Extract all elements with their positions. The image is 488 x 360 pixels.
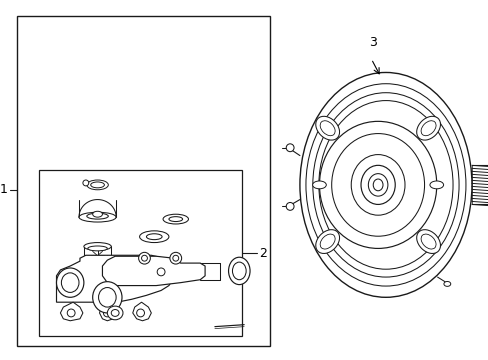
Ellipse shape [360,165,394,204]
Bar [18,16,269,346]
Ellipse shape [93,282,122,313]
Circle shape [103,309,111,317]
Ellipse shape [320,121,334,136]
Ellipse shape [331,134,424,236]
Ellipse shape [91,182,104,188]
Ellipse shape [93,211,102,217]
Ellipse shape [107,306,122,320]
Ellipse shape [429,181,443,189]
Ellipse shape [372,179,382,191]
Circle shape [169,252,181,264]
Ellipse shape [315,116,339,140]
Text: 2: 2 [258,247,266,260]
Ellipse shape [163,214,188,224]
Ellipse shape [367,174,387,196]
Ellipse shape [318,100,452,269]
Ellipse shape [87,213,108,219]
Circle shape [83,180,89,186]
Polygon shape [100,302,116,321]
Ellipse shape [146,234,162,240]
Circle shape [172,255,178,261]
Ellipse shape [350,154,404,215]
Circle shape [285,202,293,210]
Text: 3: 3 [368,36,376,49]
Ellipse shape [99,288,116,307]
Ellipse shape [416,230,440,253]
Ellipse shape [232,262,245,280]
Ellipse shape [111,310,119,316]
Ellipse shape [416,116,440,140]
Ellipse shape [57,268,84,297]
Ellipse shape [228,257,249,285]
Ellipse shape [315,230,339,253]
Polygon shape [57,255,173,302]
Ellipse shape [312,181,325,189]
Circle shape [136,309,144,317]
Ellipse shape [168,217,182,221]
Ellipse shape [79,212,116,222]
Polygon shape [102,256,204,285]
Ellipse shape [420,234,435,249]
Ellipse shape [84,243,111,251]
Ellipse shape [320,234,334,249]
Circle shape [285,144,293,152]
Circle shape [157,268,164,276]
Ellipse shape [305,84,465,286]
Ellipse shape [84,258,111,266]
Polygon shape [61,302,83,321]
Bar [39,170,242,336]
Ellipse shape [87,180,108,190]
Polygon shape [132,302,151,321]
Ellipse shape [443,282,450,286]
Text: 1: 1 [0,183,8,196]
Circle shape [141,255,147,261]
Ellipse shape [61,273,79,292]
Ellipse shape [139,231,168,243]
Ellipse shape [420,121,435,136]
Ellipse shape [319,121,436,248]
Ellipse shape [299,72,471,297]
Ellipse shape [312,93,458,277]
Circle shape [67,309,75,317]
Circle shape [138,252,150,264]
Ellipse shape [88,246,107,251]
